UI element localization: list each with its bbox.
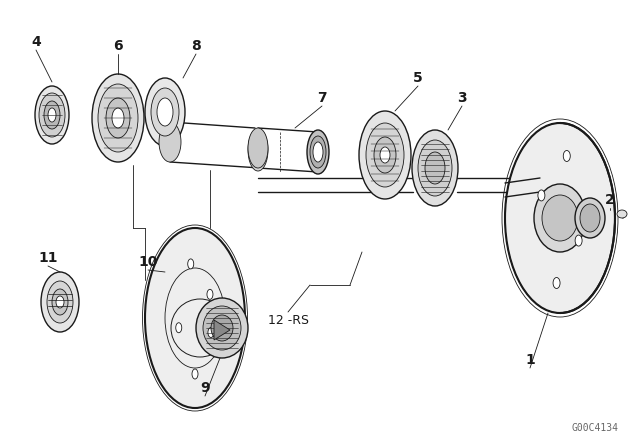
Ellipse shape xyxy=(196,298,248,358)
Ellipse shape xyxy=(542,195,578,241)
Text: 8: 8 xyxy=(191,39,201,53)
Ellipse shape xyxy=(208,327,214,337)
Ellipse shape xyxy=(92,74,144,162)
Text: 2: 2 xyxy=(605,193,615,207)
Ellipse shape xyxy=(192,369,198,379)
Ellipse shape xyxy=(145,78,185,146)
Ellipse shape xyxy=(203,306,241,350)
Ellipse shape xyxy=(151,88,179,136)
Ellipse shape xyxy=(307,130,329,174)
Ellipse shape xyxy=(575,235,582,246)
Text: 9: 9 xyxy=(200,381,210,395)
Ellipse shape xyxy=(157,98,173,126)
Ellipse shape xyxy=(176,323,182,333)
Ellipse shape xyxy=(47,281,73,323)
Ellipse shape xyxy=(359,111,411,199)
Text: 3: 3 xyxy=(457,91,467,105)
Ellipse shape xyxy=(106,98,130,138)
Ellipse shape xyxy=(575,198,605,238)
Ellipse shape xyxy=(310,136,326,168)
Ellipse shape xyxy=(313,142,323,162)
Ellipse shape xyxy=(207,289,213,299)
Ellipse shape xyxy=(145,228,245,408)
Ellipse shape xyxy=(380,147,390,163)
Ellipse shape xyxy=(580,204,600,232)
Ellipse shape xyxy=(366,123,404,187)
Ellipse shape xyxy=(56,296,64,308)
Text: 5: 5 xyxy=(413,71,423,85)
Ellipse shape xyxy=(505,123,615,313)
Ellipse shape xyxy=(41,272,79,332)
Ellipse shape xyxy=(617,210,627,218)
Ellipse shape xyxy=(98,84,138,152)
Ellipse shape xyxy=(52,289,68,315)
Ellipse shape xyxy=(39,93,65,137)
Text: 6: 6 xyxy=(113,39,123,53)
Ellipse shape xyxy=(48,108,56,122)
Text: 10: 10 xyxy=(138,255,157,269)
Ellipse shape xyxy=(211,315,233,341)
Ellipse shape xyxy=(248,128,268,168)
Ellipse shape xyxy=(188,259,194,269)
Text: G00C4134: G00C4134 xyxy=(572,423,618,433)
Ellipse shape xyxy=(418,140,452,196)
Ellipse shape xyxy=(538,190,545,201)
Ellipse shape xyxy=(553,277,560,289)
Ellipse shape xyxy=(44,101,60,129)
Ellipse shape xyxy=(425,152,445,184)
Text: 4: 4 xyxy=(31,35,41,49)
Ellipse shape xyxy=(248,129,268,171)
Ellipse shape xyxy=(563,151,570,161)
Ellipse shape xyxy=(534,184,586,252)
Text: 7: 7 xyxy=(317,91,327,105)
Ellipse shape xyxy=(35,86,69,144)
Text: 1: 1 xyxy=(525,353,535,367)
Ellipse shape xyxy=(412,130,458,206)
Polygon shape xyxy=(214,320,230,340)
Ellipse shape xyxy=(159,122,181,162)
Ellipse shape xyxy=(374,137,396,173)
Ellipse shape xyxy=(112,108,124,128)
Text: 11: 11 xyxy=(38,251,58,265)
Text: 12 -RS: 12 -RS xyxy=(268,314,308,327)
